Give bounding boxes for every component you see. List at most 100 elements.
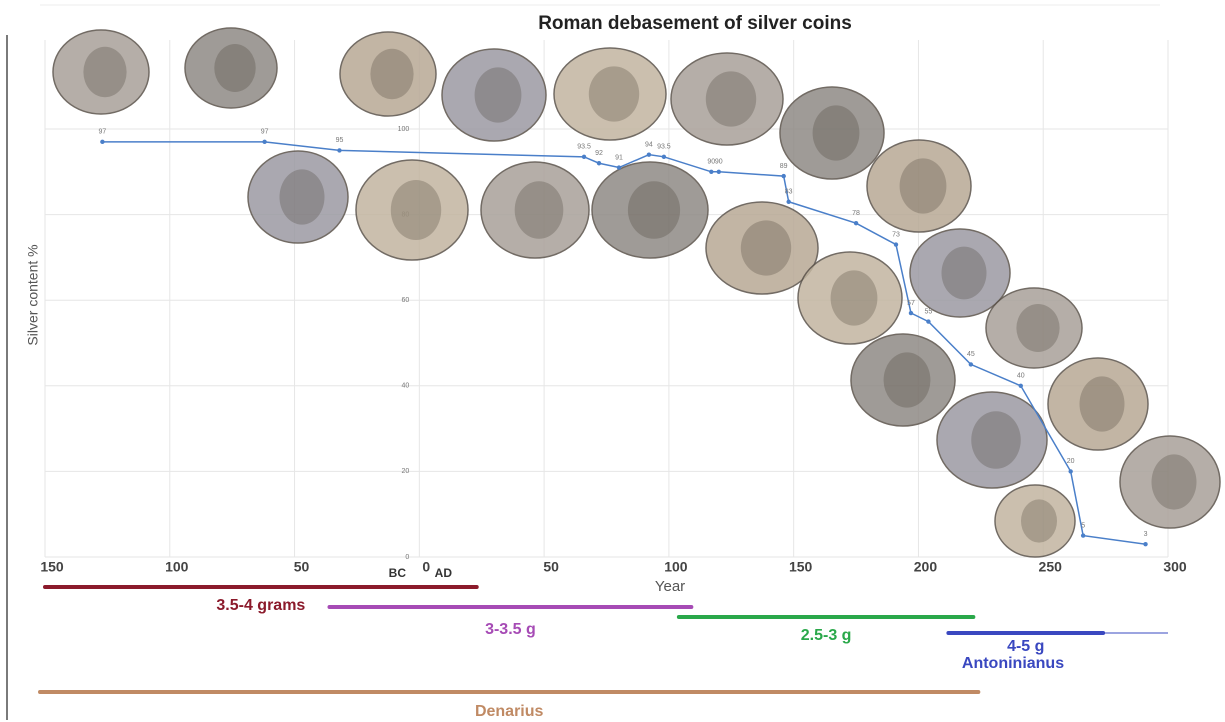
- coin-portrait: [899, 158, 947, 214]
- era-label: AD: [435, 566, 453, 580]
- x-tick-label: 50: [294, 559, 310, 575]
- data-point: [581, 154, 587, 160]
- coin-portrait: [1021, 499, 1057, 543]
- coin-portrait: [588, 66, 640, 122]
- coin-image: [184, 27, 278, 109]
- data-label: 78: [852, 210, 860, 217]
- chart-title: Roman debasement of silver coins: [538, 13, 852, 34]
- coin-portrait: [941, 246, 987, 300]
- data-label: 93.5: [657, 144, 671, 151]
- coin-portrait: [83, 46, 127, 98]
- coin-portrait: [883, 352, 931, 408]
- data-point: [661, 154, 667, 160]
- y-tick-label: 60: [402, 297, 410, 304]
- coin-image: [441, 48, 547, 142]
- data-label: 20: [1067, 458, 1075, 465]
- x-tick-label: 250: [1039, 559, 1063, 575]
- coin-portrait: [214, 44, 256, 92]
- y-tick-label: 20: [402, 468, 410, 475]
- weight-label: 3-3.5 g: [485, 621, 536, 638]
- data-label: 97: [98, 129, 106, 136]
- data-label: 95: [336, 137, 344, 144]
- data-label: 90: [707, 159, 715, 166]
- data-label: 91: [615, 154, 623, 161]
- coin-portrait: [474, 67, 522, 123]
- data-point: [646, 152, 652, 157]
- coin-image: [247, 150, 349, 244]
- x-tick-label: 300: [1163, 559, 1187, 575]
- data-point: [337, 148, 342, 153]
- coin-image: [994, 484, 1076, 558]
- x-tick-label: 150: [789, 559, 813, 575]
- grid: 020406080100: [44, 40, 1169, 561]
- coin-portrait: [971, 411, 1021, 469]
- coin-image: [355, 159, 469, 261]
- coin-portrait: [279, 169, 325, 225]
- coin-portrait: [812, 105, 860, 161]
- coin-period-label: Denarius: [475, 703, 544, 720]
- coin-portrait: [390, 180, 442, 240]
- coin-portrait: [740, 220, 792, 276]
- data-point: [1068, 469, 1073, 474]
- y-tick-label: 100: [398, 126, 410, 133]
- coin-period-label: Antoninianus: [962, 655, 1064, 672]
- x-tick-label: 150: [40, 559, 64, 575]
- data-label: 3: [1144, 531, 1148, 538]
- x-tick-label: 0: [422, 559, 430, 575]
- weight-label: 2.5-3 g: [801, 627, 852, 644]
- data-label: 92: [595, 150, 603, 157]
- coin-image: [52, 29, 150, 115]
- weight-label: 4-5 g: [1007, 638, 1044, 655]
- data-point: [781, 173, 786, 179]
- coin-image: [339, 31, 437, 117]
- coin-image: [797, 251, 903, 345]
- data-point: [1080, 533, 1086, 538]
- coin-image: [1047, 357, 1149, 451]
- coin-image: [1119, 435, 1221, 529]
- data-point: [786, 199, 791, 204]
- coin-image: [705, 201, 819, 295]
- data-label: 45: [967, 351, 975, 358]
- data-point: [716, 169, 721, 174]
- weight-label: 3.5-4 grams: [216, 597, 305, 614]
- coin-image: [480, 161, 590, 259]
- data-label: 5: [1081, 522, 1085, 529]
- data-label: 89: [780, 163, 788, 170]
- x-axis-label: Year: [655, 578, 685, 595]
- coin-image: [985, 287, 1083, 369]
- plot: 97 97 95 93.5 92 91 94 93.5 90 90 89 83 78 73 57 55 45 40…: [98, 129, 1148, 547]
- coin-image: [670, 52, 784, 146]
- coin-portrait: [1079, 376, 1125, 432]
- coin-portrait: [1016, 304, 1060, 352]
- data-label: 73: [892, 231, 900, 238]
- coin-portrait: [705, 71, 757, 127]
- x-tick-label: 100: [165, 559, 189, 575]
- data-label: 93.5: [577, 144, 591, 151]
- y-axis-label: Silver content %: [25, 244, 41, 345]
- data-label: 57: [907, 300, 915, 307]
- data-point: [709, 169, 714, 174]
- x-tick-label: 50: [543, 559, 559, 575]
- data-point: [616, 165, 622, 170]
- coin-portrait: [1151, 454, 1197, 510]
- data-point: [853, 220, 859, 226]
- coin-portrait: [830, 270, 878, 326]
- data-point: [893, 242, 899, 247]
- coin-image: [866, 139, 972, 233]
- data-label: 55: [925, 308, 933, 315]
- data-point: [596, 161, 602, 166]
- data-label: 97: [261, 129, 269, 136]
- coin-image: [850, 333, 956, 427]
- coin-image: [553, 47, 667, 141]
- data-label: 40: [1017, 373, 1025, 380]
- data-label: 90: [715, 159, 723, 166]
- y-tick-label: 0: [405, 554, 409, 561]
- data-label: 94: [645, 142, 653, 149]
- data-point: [1143, 541, 1148, 547]
- coin-image: [591, 161, 709, 259]
- coin-image: [936, 391, 1048, 489]
- coin-portrait: [514, 181, 564, 239]
- coin-portrait: [370, 48, 414, 100]
- coin-image: [779, 86, 885, 180]
